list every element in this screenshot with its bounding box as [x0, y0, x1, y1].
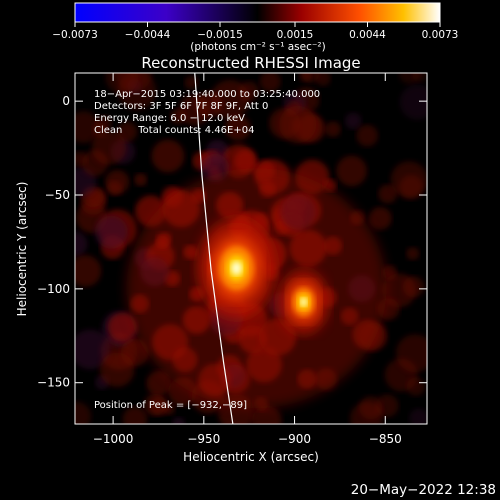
- background-blob: [259, 73, 281, 92]
- info-line-detectors: Detectors: 3F 5F 6F 7F 8F 9F, Att 0: [94, 101, 268, 112]
- solar-limb-arc: [194, 73, 234, 424]
- background-blob: [325, 121, 341, 138]
- background-blob: [368, 207, 392, 230]
- x-tick-label: −900: [278, 432, 311, 446]
- background-blob: [170, 108, 186, 125]
- chart-title: Reconstructed RHESSI Image: [141, 54, 360, 72]
- colorbar-tick-label: −0.0044: [125, 29, 171, 41]
- x-axis-label: Heliocentric X (arcsec): [183, 450, 319, 464]
- colorbar-gradient: [74, 2, 441, 23]
- colorbar-tick-label: 0.0044: [349, 29, 386, 41]
- y-tick-label: −50: [45, 188, 70, 202]
- colorbar-tick-label: −0.0073: [52, 29, 98, 41]
- background-blob: [278, 105, 317, 144]
- background-blob: [75, 401, 92, 424]
- background-blob: [396, 334, 427, 373]
- background-blob: [105, 170, 130, 195]
- background-blob: [406, 377, 425, 396]
- background-blob: [301, 73, 320, 83]
- plot-area: −1000 −950 −900 −850 0 −50 −100 −150: [37, 72, 428, 446]
- background-blob: [75, 255, 102, 287]
- background-blob: [151, 139, 185, 173]
- background-blob: [356, 124, 379, 147]
- y-tick-label: −100: [37, 282, 70, 296]
- y-tick-label: 0: [62, 94, 70, 108]
- background-blob: [390, 161, 427, 198]
- plot-frame: [74, 72, 428, 425]
- background-blob: [75, 111, 100, 144]
- background-blob: [105, 73, 139, 94]
- y-axis-ticks: 0 −50 −100 −150: [37, 94, 427, 390]
- background-blob: [179, 94, 211, 126]
- background-blob: [409, 408, 427, 424]
- info-line-energy-range: Energy Range: 6.0 − 12.0 keV: [94, 113, 245, 124]
- colorbar-tick-label: −0.0015: [197, 29, 243, 41]
- x-tick-label: −950: [187, 432, 220, 446]
- background-blob: [399, 84, 427, 120]
- background-blob: [75, 231, 88, 257]
- background-blob: [251, 405, 282, 424]
- y-tick-label: −150: [37, 376, 70, 390]
- background-blob: [75, 329, 111, 370]
- x-tick-label: −850: [369, 432, 402, 446]
- background-blob: [359, 396, 383, 420]
- info-line-counts: Clean Total counts: 4.46E+04: [94, 125, 254, 136]
- info-line-time-range: 18−Apr−2015 03:19:40.000 to 03:25:40.000: [94, 89, 320, 100]
- background-blob: [402, 276, 425, 298]
- background-blob: [99, 352, 135, 387]
- background-blob: [336, 155, 367, 187]
- background-blob: [144, 393, 167, 416]
- background-blob: [406, 247, 420, 261]
- emission-source: [231, 261, 242, 276]
- background-blob: [122, 406, 148, 424]
- background-blob: [172, 417, 185, 424]
- x-tick-label: −1000: [93, 432, 134, 446]
- background-blob: [94, 215, 128, 249]
- background-blob: [107, 312, 137, 342]
- y-axis-label: Heliocentric Y (arcsec): [15, 182, 29, 317]
- observation-info: 18−Apr−2015 03:19:40.000 to 03:25:40.000…: [94, 89, 320, 136]
- background-blob: [412, 73, 427, 83]
- emission-sources: [197, 218, 329, 334]
- colorbar-tick-label: 0.0015: [277, 29, 314, 41]
- background-blob: [91, 130, 127, 165]
- x-axis-ticks: −1000 −950 −900 −850: [93, 73, 402, 446]
- footer-timestamp: 20−May−2022 12:38: [351, 482, 496, 498]
- emission-source: [300, 297, 307, 307]
- colorbar-unit-label: (photons cm⁻² s⁻¹ asec⁻²): [190, 41, 325, 53]
- background-blob: [344, 112, 362, 130]
- background-blob: [146, 370, 172, 396]
- colorbar-ticks: −0.0073 −0.0044 −0.0015 0.0015 0.0044 0.0073: [52, 22, 458, 41]
- background-blob: [225, 115, 251, 141]
- background-blob: [134, 173, 148, 187]
- background-blob: [378, 184, 398, 204]
- colorbar: −0.0073 −0.0044 −0.0015 0.0015 0.0044 0.0073 …: [52, 2, 458, 53]
- colorbar-tick-label: 0.0073: [422, 29, 459, 41]
- peak-position-label: Position of Peak = [−932,−89]: [94, 400, 247, 411]
